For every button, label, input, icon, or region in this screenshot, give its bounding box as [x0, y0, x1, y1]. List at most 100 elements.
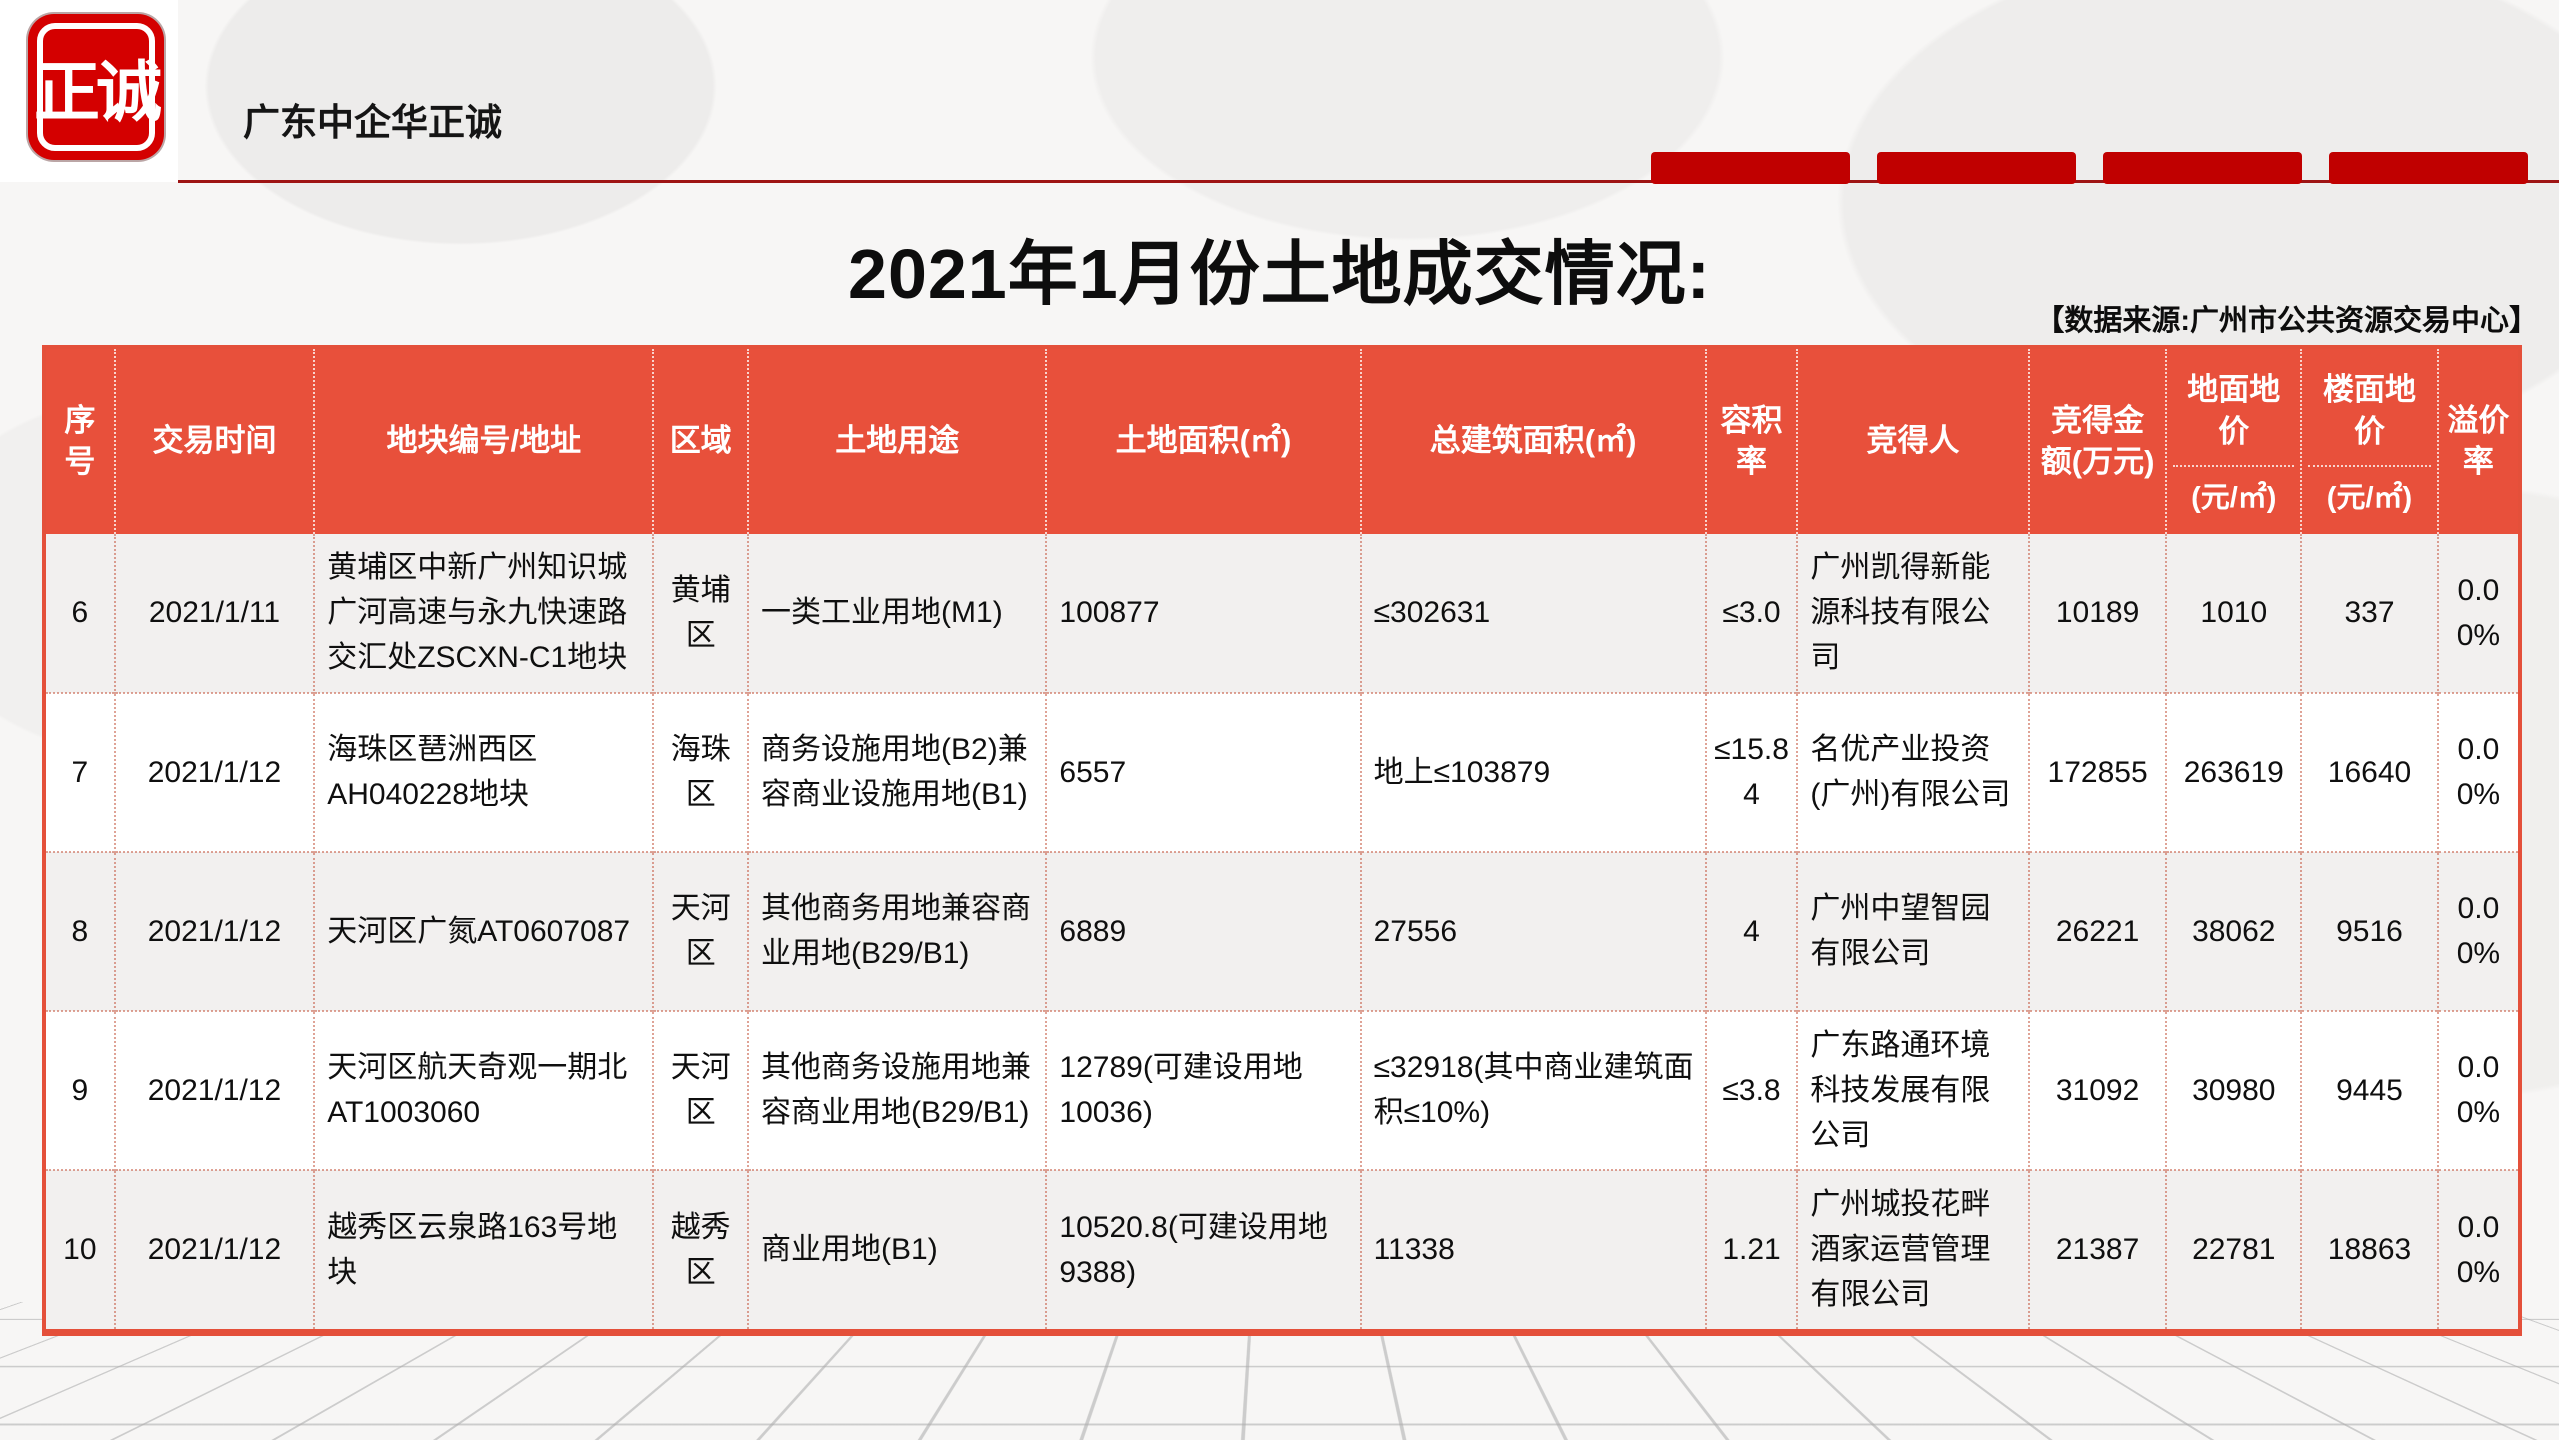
cell-gfa: ≤302631: [1360, 533, 1707, 693]
cell-date: 2021/1/12: [114, 850, 316, 1011]
cell-district: 越秀区: [653, 1168, 750, 1329]
cell-premium: 0.00%: [2437, 691, 2518, 852]
cell-district: 天河区: [653, 850, 750, 1011]
accent-bar: [1651, 152, 1850, 184]
cell-premium: 0.00%: [2437, 850, 2518, 1011]
cell-land-use: 一类工业用地(M1): [748, 533, 1048, 693]
cell-premium: 0.00%: [2437, 1009, 2518, 1170]
cell-far: ≤3.8: [1705, 1009, 1799, 1170]
cell-far: ≤3.0: [1705, 533, 1799, 693]
cell-winner: 广州中望智园有限公司: [1797, 850, 2030, 1011]
table-row: 7 2021/1/12 海珠区琶洲西区AH040228地块 海珠区 商务设施用地…: [46, 691, 2518, 852]
cell-parcel: 天河区航天奇观一期北AT1003060: [314, 1009, 655, 1170]
col-header-index: 序号: [46, 349, 116, 534]
cell-amount: 31092: [2028, 1009, 2168, 1170]
cell-far: 1.21: [1705, 1168, 1799, 1329]
cell-index: 7: [46, 691, 116, 852]
table-row: 6 2021/1/11 黄埔区中新广州知识城广河高速与永九快速路交汇处ZSCXN…: [46, 533, 2518, 693]
col-header-gfa: 总建筑面积(㎡): [1360, 349, 1707, 534]
cell-winner: 名优产业投资(广州)有限公司: [1797, 691, 2030, 852]
table-header-row: 序号 交易时间 地块编号/地址 区域 土地用途 土地面积(㎡) 总建筑面积(㎡)…: [46, 349, 2518, 534]
cell-date: 2021/1/12: [114, 1168, 316, 1329]
cell-winner: 广州凯得新能源科技有限公司: [1797, 533, 2030, 693]
cell-land-use: 商业用地(B1): [748, 1168, 1048, 1329]
col-header-land-area: 土地面积(㎡): [1046, 349, 1362, 534]
cell-land-area: 100877: [1046, 533, 1362, 693]
cell-land-use: 其他商务设施用地兼容商业用地(B29/B1): [748, 1009, 1048, 1170]
cell-parcel: 天河区广氮AT0607087: [314, 850, 655, 1011]
col-header-winner: 竞得人: [1797, 349, 2030, 534]
col-header-ground-price: 地面地价 (元/㎡): [2166, 349, 2303, 534]
cell-amount: 172855: [2028, 691, 2168, 852]
company-name: 广东中企华正诚: [243, 102, 502, 143]
accent-bars: [1651, 152, 2528, 184]
col-header-amount: 竞得金额(万元): [2028, 349, 2168, 534]
cell-district: 黄埔区: [653, 533, 750, 693]
cell-floor-price: 18863: [2301, 1168, 2439, 1329]
cell-index: 6: [46, 533, 116, 693]
cell-index: 8: [46, 850, 116, 1011]
cell-amount: 26221: [2028, 850, 2168, 1011]
cell-index: 10: [46, 1168, 116, 1329]
ground-price-label: 地面地价: [2173, 355, 2295, 467]
cell-date: 2021/1/11: [114, 533, 316, 693]
cell-date: 2021/1/12: [114, 1009, 316, 1170]
cell-far: 4: [1705, 850, 1799, 1011]
col-header-far: 容积率: [1705, 349, 1799, 534]
cell-land-area: 12789(可建设用地10036): [1046, 1009, 1362, 1170]
col-header-floor-price: 楼面地价 (元/㎡): [2301, 349, 2439, 534]
page-title: 2021年1月份土地成交情况:: [848, 235, 1711, 313]
cell-gfa: 11338: [1360, 1168, 1707, 1329]
cell-land-area: 6889: [1046, 850, 1362, 1011]
col-header-premium: 溢价率: [2437, 349, 2518, 534]
logo-ring: [37, 23, 155, 151]
cell-parcel: 海珠区琶洲西区AH040228地块: [314, 691, 655, 852]
land-transactions-table: 序号 交易时间 地块编号/地址 区域 土地用途 土地面积(㎡) 总建筑面积(㎡)…: [42, 345, 2522, 1336]
cell-index: 9: [46, 1009, 116, 1170]
cell-ground-price: 38062: [2166, 850, 2303, 1011]
cell-land-use: 其他商务用地兼容商业用地(B29/B1): [748, 850, 1048, 1011]
table-row: 8 2021/1/12 天河区广氮AT0607087 天河区 其他商务用地兼容商…: [46, 850, 2518, 1011]
cell-land-use: 商务设施用地(B2)兼容商业设施用地(B1): [748, 691, 1048, 852]
cell-date: 2021/1/12: [114, 691, 316, 852]
header-divider-line: [178, 180, 2559, 183]
cell-floor-price: 9445: [2301, 1009, 2439, 1170]
cell-winner: 广州城投花畔酒家运营管理有限公司: [1797, 1168, 2030, 1329]
cell-floor-price: 16640: [2301, 691, 2439, 852]
table-row: 10 2021/1/12 越秀区云泉路163号地块 越秀区 商业用地(B1) 1…: [46, 1168, 2518, 1329]
cell-ground-price: 22781: [2166, 1168, 2303, 1329]
cell-premium: 0.00%: [2437, 1168, 2518, 1329]
accent-bar: [2103, 152, 2302, 184]
cell-amount: 10189: [2028, 533, 2168, 693]
cell-district: 天河区: [653, 1009, 750, 1170]
ground-price-unit: (元/㎡): [2191, 481, 2277, 514]
cell-gfa: 27556: [1360, 850, 1707, 1011]
cell-floor-price: 9516: [2301, 850, 2439, 1011]
col-header-date: 交易时间: [114, 349, 316, 534]
cell-land-area: 6557: [1046, 691, 1362, 852]
table-row: 9 2021/1/12 天河区航天奇观一期北AT1003060 天河区 其他商务…: [46, 1009, 2518, 1170]
data-source-note: 【数据来源:广州市公共资源交易中心】: [2035, 305, 2538, 337]
cell-ground-price: 30980: [2166, 1009, 2303, 1170]
cell-floor-price: 337: [2301, 533, 2439, 693]
logo-text: 正诚: [34, 55, 162, 129]
company-logo: 正诚: [28, 14, 164, 160]
cell-ground-price: 1010: [2166, 533, 2303, 693]
cell-winner: 广东路通环境科技发展有限公司: [1797, 1009, 2030, 1170]
accent-bar: [1877, 152, 2076, 184]
cell-district: 海珠区: [653, 691, 750, 852]
floor-price-label: 楼面地价: [2308, 355, 2431, 467]
cell-far: ≤15.84: [1705, 691, 1799, 852]
col-header-district: 区域: [653, 349, 750, 534]
cell-gfa: 地上≤103879: [1360, 691, 1707, 852]
floor-price-unit: (元/㎡): [2326, 481, 2413, 514]
cell-parcel: 黄埔区中新广州知识城广河高速与永九快速路交汇处ZSCXN-C1地块: [314, 533, 655, 693]
col-header-parcel: 地块编号/地址: [314, 349, 655, 534]
cell-amount: 21387: [2028, 1168, 2168, 1329]
col-header-land-use: 土地用途: [748, 349, 1048, 534]
accent-bar: [2329, 152, 2528, 184]
cell-ground-price: 263619: [2166, 691, 2303, 852]
cell-land-area: 10520.8(可建设用地9388): [1046, 1168, 1362, 1329]
cell-parcel: 越秀区云泉路163号地块: [314, 1168, 655, 1329]
cell-premium: 0.00%: [2456, 573, 2501, 652]
